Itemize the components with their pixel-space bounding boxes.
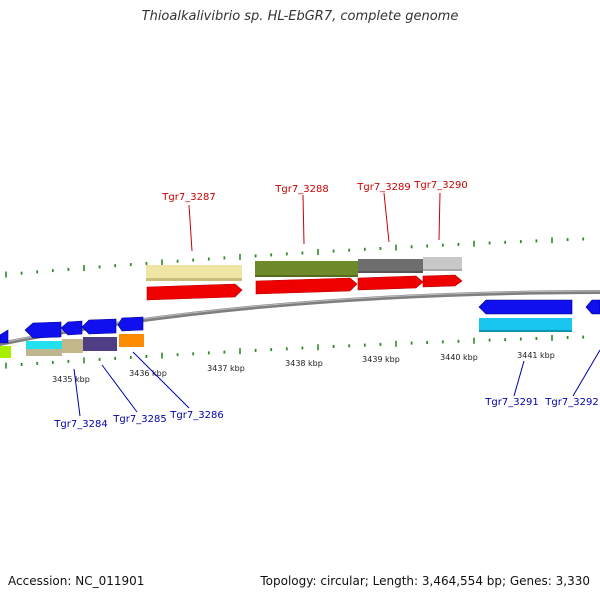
gene-label[interactable]: Tgr7_3288 (274, 184, 328, 195)
reverse-cog-block (479, 318, 572, 330)
gene-label[interactable]: Tgr7_3284 (53, 419, 107, 430)
gene-arrow-reverse[interactable] (585, 299, 600, 315)
gene-label[interactable]: Tgr7_3286 (169, 410, 223, 421)
kbp-label: 3437 kbp (207, 364, 245, 373)
gene-label[interactable]: Tgr7_3289 (356, 182, 410, 193)
forward-cog-block (146, 278, 242, 281)
label-leader-line (132, 351, 190, 409)
forward-cog-block (146, 265, 242, 278)
forward-cog-block (255, 261, 358, 275)
label-leader-line (572, 349, 600, 397)
gene-arrow-reverse[interactable] (60, 320, 83, 336)
gene-label[interactable]: Tgr7_3285 (112, 414, 166, 425)
reverse-cog-block (62, 339, 83, 353)
gene-label[interactable]: Tgr7_3292 (544, 397, 598, 408)
accession-text: Accession: NC_011901 (8, 574, 145, 588)
forward-cog-block (255, 275, 358, 277)
genome-summary-text: Topology: circular; Length: 3,464,554 bp… (260, 574, 590, 588)
reverse-cog-block (0, 346, 11, 358)
label-leader-line (302, 194, 305, 245)
forward-scale-ticks (5, 237, 585, 278)
gene-arrow-reverse[interactable] (81, 318, 117, 335)
reverse-cog-block (26, 341, 62, 349)
kbp-label: 3440 kbp (440, 353, 478, 362)
reverse-scale-ticks (5, 335, 585, 369)
label-leader-line (188, 204, 193, 252)
gene-arrow-reverse[interactable] (24, 321, 62, 339)
forward-cog-block (358, 271, 423, 273)
gene-arrow-forward[interactable] (255, 277, 358, 295)
gene-label[interactable]: Tgr7_3291 (484, 397, 538, 408)
kbp-label: 3439 kbp (362, 355, 400, 364)
label-leader-line (101, 364, 138, 413)
kbp-label: 3441 kbp (517, 351, 555, 360)
label-leader-line (383, 192, 390, 243)
gene-label[interactable]: Tgr7_3290 (413, 180, 467, 191)
reverse-cog-block (83, 337, 117, 351)
reverse-cog-block (26, 349, 62, 356)
gene-arrow-reverse[interactable] (478, 299, 573, 315)
forward-cog-block (423, 257, 462, 269)
map-title: Thioalkalivibrio sp. HL-EbGR7, complete … (141, 9, 459, 24)
gene-arrow-reverse[interactable] (117, 316, 144, 332)
gene-arrow-reverse[interactable] (0, 329, 9, 344)
kbp-label: 3438 kbp (285, 359, 323, 368)
forward-cog-block (423, 269, 462, 271)
gene-label[interactable]: Tgr7_3287 (161, 192, 215, 203)
reverse-cog-block (479, 330, 572, 332)
label-leader-line (73, 368, 81, 417)
reverse-cog-block (119, 334, 144, 347)
gene-arrow-forward[interactable] (146, 283, 243, 301)
kbp-label: 3435 kbp (52, 375, 90, 384)
kbp-label: 3436 kbp (129, 369, 167, 378)
label-leader-line (513, 360, 525, 397)
label-leader-line (438, 192, 441, 241)
forward-cog-block (358, 259, 423, 271)
gene-arrow-forward[interactable] (357, 275, 424, 291)
gene-arrow-forward[interactable] (422, 274, 463, 288)
